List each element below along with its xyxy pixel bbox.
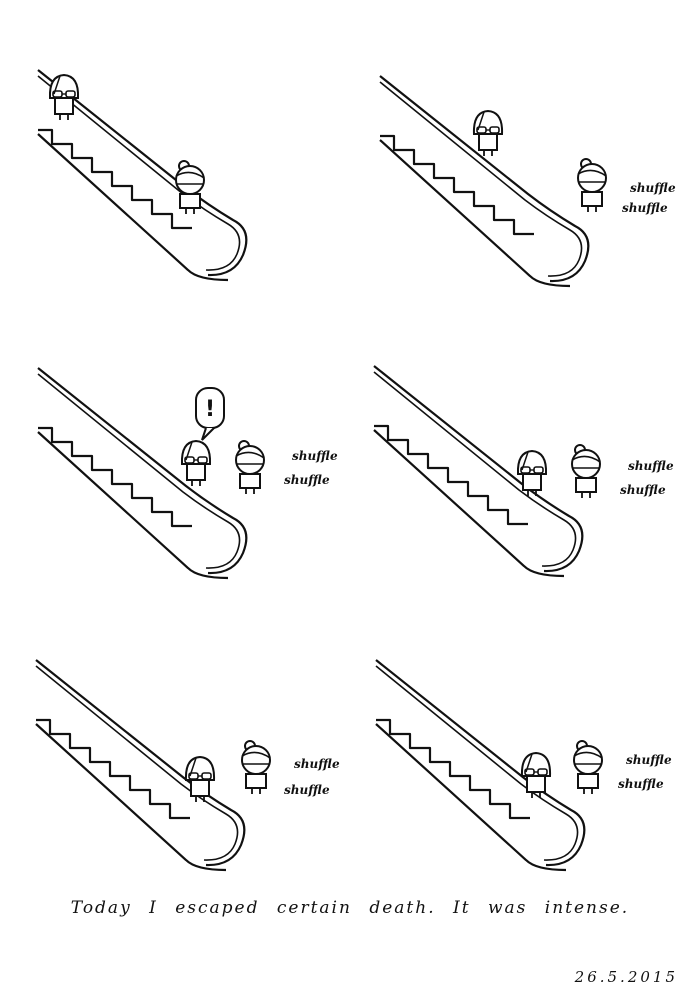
sfx-shuffle: shuffle [284, 473, 330, 487]
sfx-shuffle: shuffle [618, 777, 664, 791]
panel-1 [36, 68, 248, 282]
sfx-shuffle: shuffle [622, 201, 668, 215]
sfx-shuffle: shuffle [294, 757, 340, 771]
comic-caption: Today I escaped certain death. It was in… [70, 898, 630, 918]
sfx-shuffle: shuffle [630, 181, 676, 195]
sfx-shuffle: shuffle [620, 483, 666, 497]
sfx-shuffle: shuffle [628, 459, 674, 473]
exclamation-bubble: ! [195, 387, 225, 441]
sfx-shuffle: shuffle [292, 449, 338, 463]
sfx-shuffle: shuffle [284, 783, 330, 797]
exclamation-mark: ! [205, 397, 215, 422]
sfx-shuffle: shuffle [626, 753, 672, 767]
panel-4: shuffle shuffle [372, 364, 674, 578]
panel-5: shuffle shuffle [34, 658, 340, 872]
comic-date: 26.5.2015 [574, 968, 678, 986]
panel-2: shuffle shuffle [378, 74, 676, 288]
panel-6: shuffle shuffle [374, 658, 672, 872]
panel-3: ! shuffle shuffle [36, 366, 338, 580]
